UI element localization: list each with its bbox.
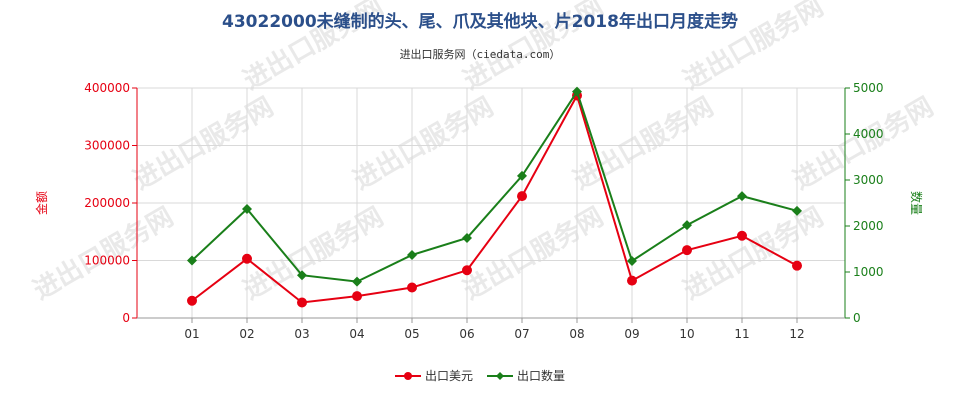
x-tick-label: 09 [624,327,639,341]
chart-title: 43022000未缝制的头、尾、爪及其他块、片2018年出口月度走势 [222,11,738,32]
right-axis-label: 数量 [909,191,924,215]
legend: 出口美元 出口数量 [395,368,565,383]
series-2-point [627,255,637,266]
series-2-point [682,220,692,231]
series-2-point [517,170,527,181]
series-2-point [242,203,252,214]
series-2-point [462,232,472,243]
series-1-point [297,297,307,308]
series-2-point [352,276,362,287]
x-tick-label: 08 [569,327,584,341]
x-axis-ticks: 01 02 03 04 05 06 07 08 09 10 11 12 [184,318,805,341]
series-2-point [407,249,417,260]
series-line-2 [191,89,798,283]
series-1-point [352,291,362,302]
chart-subtitle: 进出口服务网（ciedata.com） [400,47,561,61]
legend-label-2: 出口数量 [517,368,565,383]
left-tick-label: 300000 [84,139,130,153]
x-tick-label: 06 [459,327,474,341]
legend-label-1: 出口美元 [425,369,473,383]
legend-marker-2 [496,372,504,380]
left-axis-ticks: 0 100000 200000 300000 400000 [84,81,137,325]
series-1-point [407,282,417,293]
x-tick-label: 12 [789,327,804,341]
x-tick-label: 05 [404,327,419,341]
series-2-point [572,86,582,97]
series-1-point [737,230,747,241]
x-tick-label: 01 [184,327,199,341]
right-tick-label: 2000 [853,219,884,233]
series-line-1 [191,92,798,304]
x-tick-label: 11 [734,327,749,341]
legend-marker-1 [404,372,412,380]
watermark-text: 进出口服务网 [459,202,609,306]
right-tick-label: 3000 [853,173,884,187]
series-1-point [187,295,197,306]
series-layer [187,86,802,308]
series-1-point [242,253,252,264]
watermark-text: 进出口服务网 [239,202,389,306]
right-tick-label: 5000 [853,81,884,95]
series-2-point [297,270,307,281]
left-axis-label: 金额 [34,191,49,215]
right-tick-label: 0 [853,311,861,325]
series-1-point [517,191,527,202]
x-tick-label: 03 [294,327,309,341]
right-tick-label: 4000 [853,127,884,141]
left-tick-label: 0 [122,311,130,325]
series-2-point [792,205,802,216]
series-1-point [462,265,472,276]
series-1-point [792,260,802,271]
x-tick-label: 07 [514,327,529,341]
watermark-text: 进出口服务网 [129,92,279,196]
x-tick-label: 02 [239,327,254,341]
series-2-point [737,191,747,202]
series-1-point [682,245,692,256]
x-tick-label: 10 [679,327,694,341]
left-tick-label: 100000 [84,254,130,268]
watermark-text: 进出口服务网 [349,92,499,196]
left-tick-label: 200000 [84,196,130,210]
series-2-point [187,255,197,266]
left-tick-label: 400000 [84,81,130,95]
right-tick-label: 1000 [853,265,884,279]
x-tick-label: 04 [349,327,364,341]
series-1-point [627,275,637,286]
right-axis-ticks: 0 1000 2000 3000 4000 5000 [845,81,884,325]
